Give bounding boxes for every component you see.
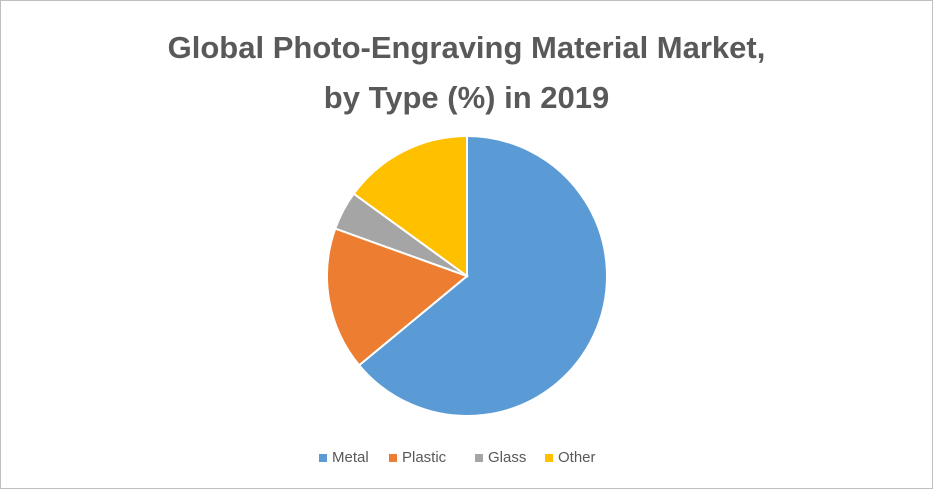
pie-slice [357, 134, 608, 417]
legend-label: Plastic [402, 449, 447, 466]
legend-label: Other [558, 449, 596, 466]
legend-label: Metal [332, 449, 369, 466]
legend-swatch [319, 454, 327, 462]
legend-swatch [545, 454, 553, 462]
legend-swatch [475, 454, 483, 462]
pie-slice [352, 134, 468, 278]
chart-title: Global Photo-Engraving Material Market, … [167, 30, 766, 115]
legend-swatch [389, 454, 397, 462]
legend-label: Glass [488, 449, 526, 466]
pie-slice [326, 227, 469, 367]
